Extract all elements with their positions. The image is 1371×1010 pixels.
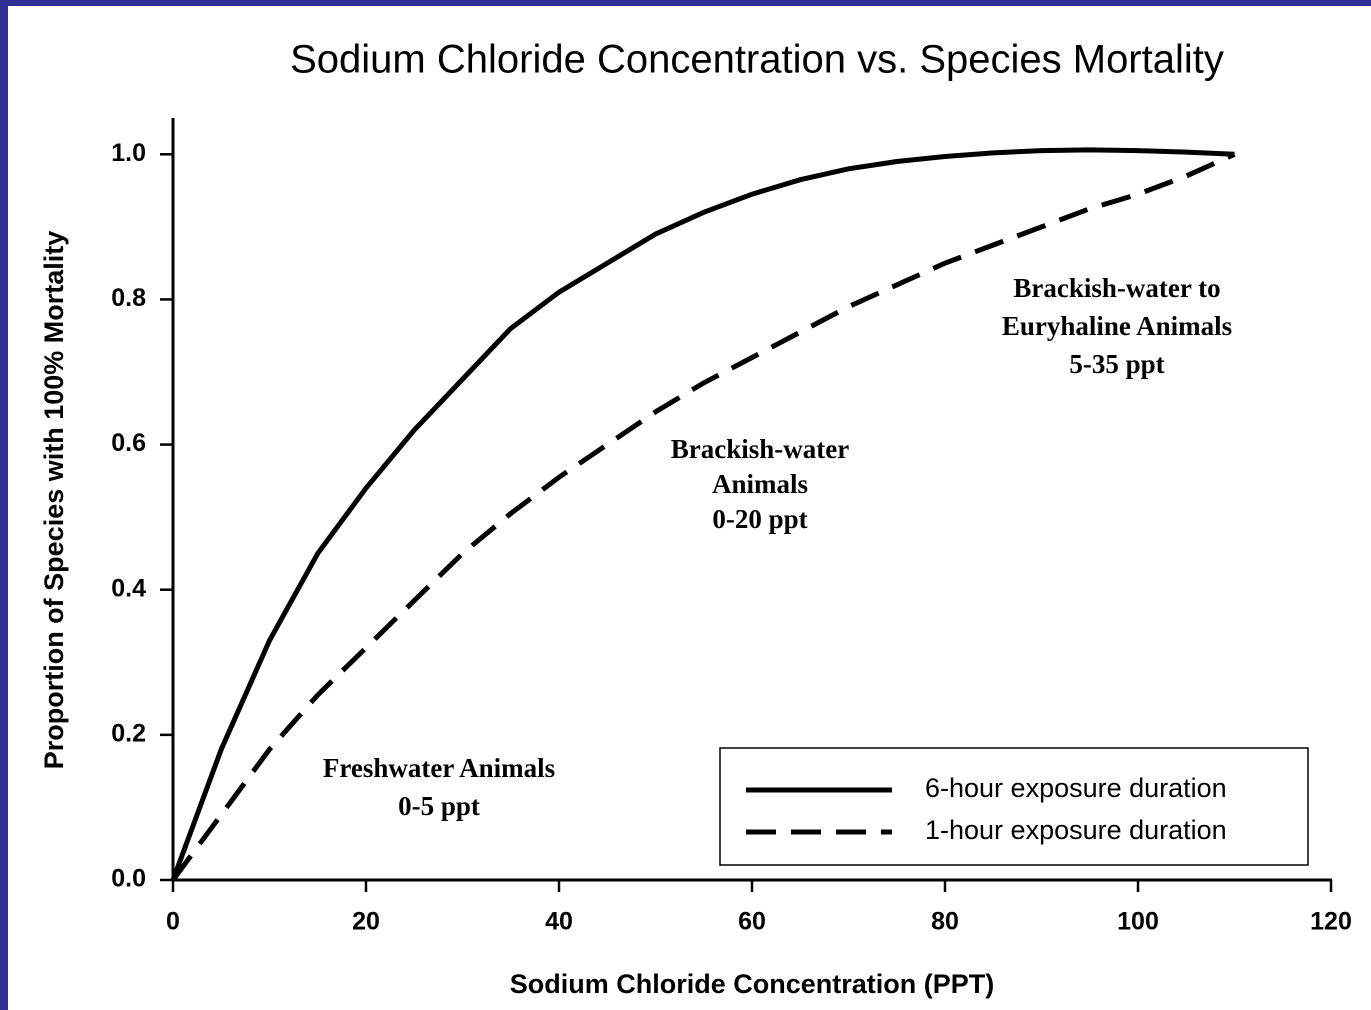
y-tick-label: 0.2 (111, 719, 146, 747)
legend-label: 6-hour exposure duration (925, 773, 1227, 803)
x-tick-label: 120 (1310, 908, 1352, 936)
y-tick-label: 0.0 (111, 865, 146, 893)
legend-box (719, 747, 1309, 866)
series-line (170, 152, 1236, 882)
x-axis-label: Sodium Chloride Concentration (PPT) (510, 969, 995, 999)
annotation: Brackish-water to (1013, 273, 1220, 303)
annotation: 5-35 ppt (1069, 349, 1164, 379)
series-line (170, 147, 1235, 881)
chart-title: Sodium Chloride Concentration vs. Specie… (290, 38, 1224, 82)
x-tick-label: 100 (1117, 908, 1159, 936)
annotation: Animals (712, 469, 808, 499)
annotation: Freshwater Animals (323, 753, 555, 783)
annotation: 0-5 ppt (398, 791, 480, 821)
x-tick-label: 20 (352, 908, 380, 936)
annotation: 0-20 ppt (712, 504, 807, 534)
y-tick-label: 0.8 (111, 284, 146, 312)
legend-label: 1-hour exposure duration (925, 815, 1227, 845)
x-tick-label: 80 (931, 908, 959, 936)
x-tick-label: 40 (545, 908, 573, 936)
x-tick-label: 60 (738, 908, 766, 936)
x-tick-label: 0 (166, 908, 180, 936)
annotation: Euryhaline Animals (1002, 311, 1232, 341)
y-tick-label: 0.4 (111, 574, 146, 602)
y-tick-label: 0.6 (111, 429, 146, 457)
y-tick-label: 1.0 (111, 139, 146, 167)
y-axis-label: Proportion of Species with 100% Mortalit… (39, 231, 69, 770)
annotation: Brackish-water (671, 434, 849, 464)
